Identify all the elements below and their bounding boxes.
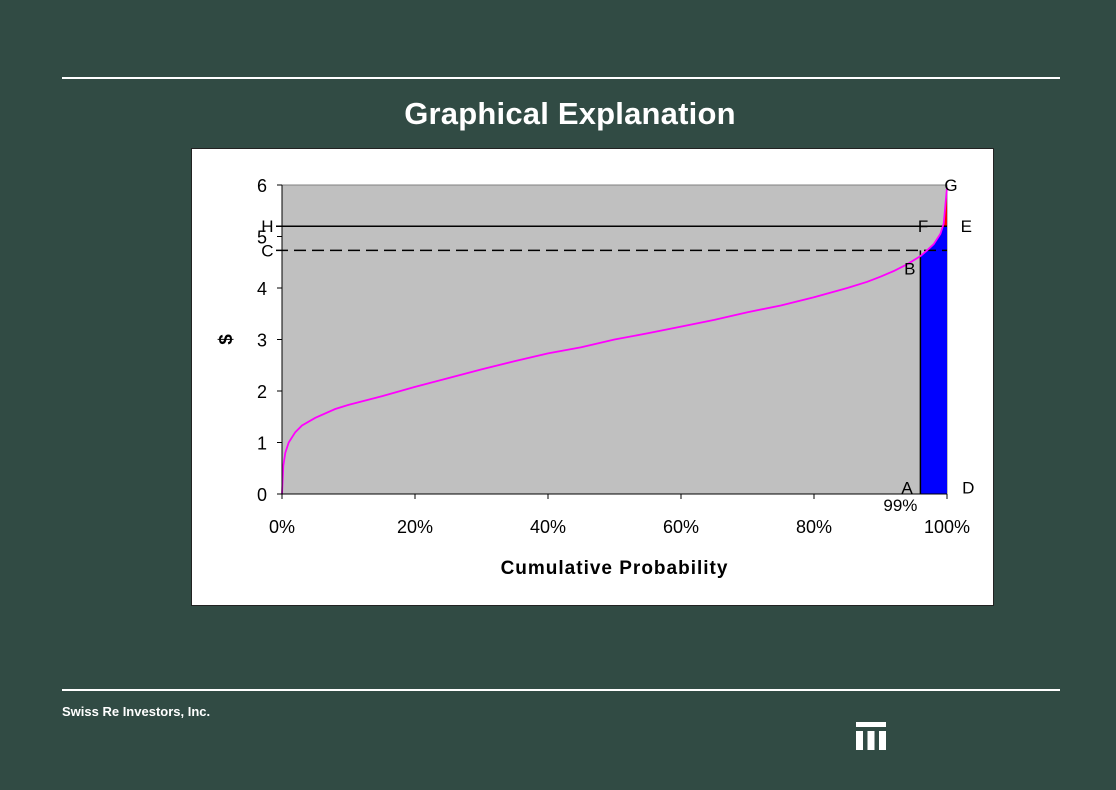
point-label-b: B: [904, 259, 915, 278]
company-logo-icon: [856, 722, 886, 750]
page-title: Graphical Explanation: [404, 96, 736, 131]
y-tick-label: 4: [257, 279, 267, 299]
bottom-divider: [62, 689, 1060, 691]
y-tick-label: 5: [257, 228, 267, 248]
y-axis-label: $: [216, 334, 237, 345]
y-tick-label: 0: [257, 485, 267, 505]
point-label-d: D: [962, 478, 974, 497]
point-label-c: C: [261, 241, 273, 260]
y-tick-label: 3: [257, 331, 267, 351]
x-tick-label: 60%: [663, 517, 699, 537]
point-label-h: H: [261, 217, 273, 236]
point-label-a: A: [901, 478, 913, 497]
x-axis-label: Cumulative Probability: [501, 558, 729, 579]
point-label-99pct: 99%: [883, 496, 917, 515]
shaded-region-red: [943, 187, 947, 227]
y-tick-label: 6: [257, 176, 267, 196]
point-label-g: G: [944, 176, 957, 195]
x-tick-label: 80%: [796, 517, 832, 537]
x-tick-label: 20%: [397, 517, 433, 537]
shaded-region-blue: [920, 226, 947, 494]
x-tick-label: 40%: [530, 517, 566, 537]
point-label-f: F: [918, 217, 928, 236]
series-line-cumulative: [281, 187, 948, 495]
y-tick-label: 2: [257, 382, 267, 402]
footer-company: Swiss Re Investors, Inc.: [62, 704, 211, 719]
chart-panel: 0 1 2 3 4 5 6 0% 20% 40% 60% 80% 100% Cumulative Prob…: [191, 148, 994, 606]
top-divider: [62, 77, 1060, 79]
x-tick-label: 100%: [924, 517, 970, 537]
y-tick-label: 1: [257, 434, 267, 454]
point-label-e: E: [961, 217, 972, 236]
x-tick-label: 0%: [269, 517, 295, 537]
